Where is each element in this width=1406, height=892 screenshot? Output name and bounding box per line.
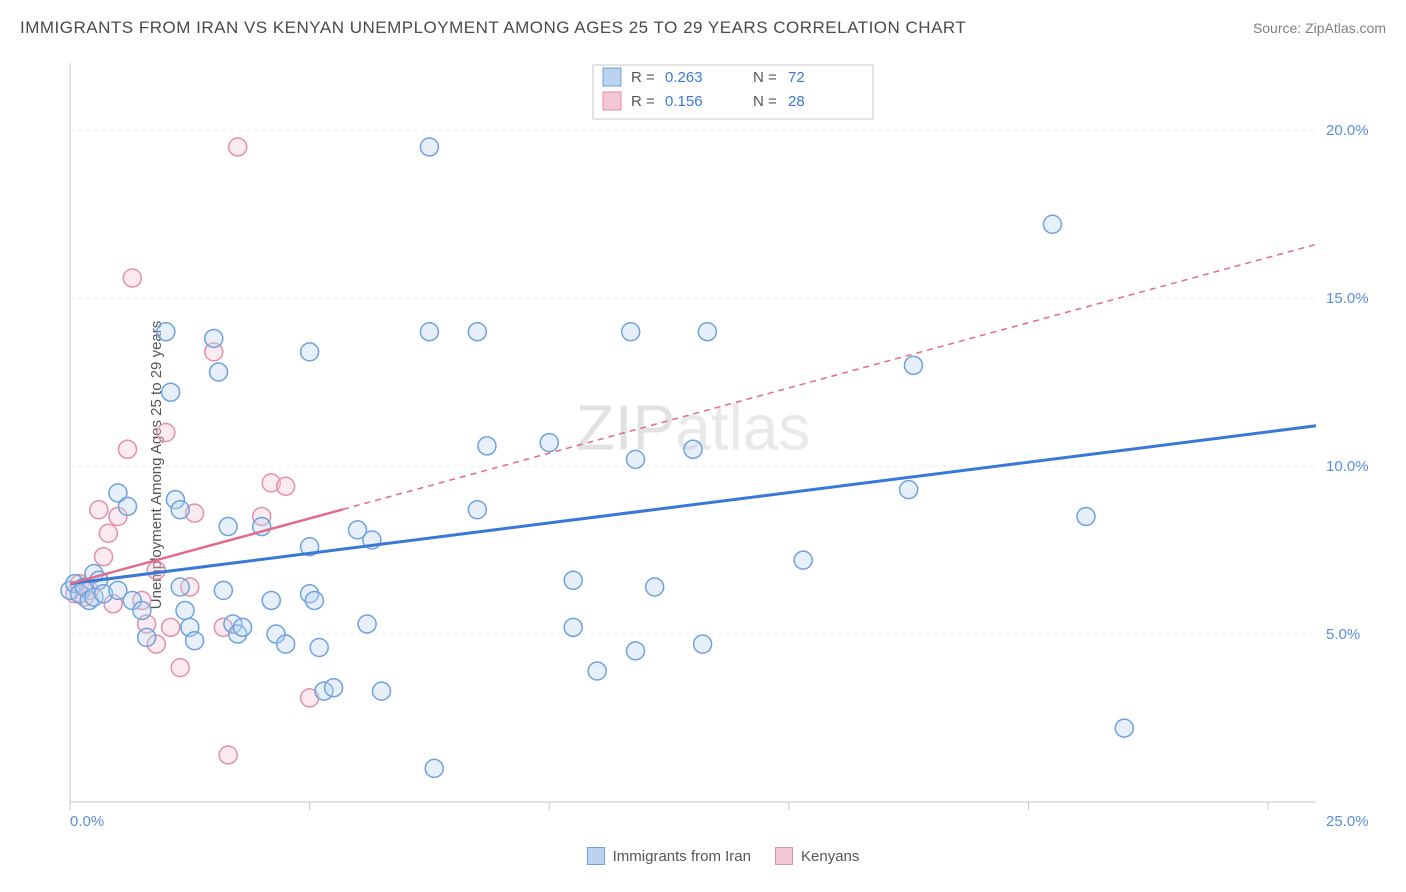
svg-text:0.0%: 0.0% bbox=[70, 813, 104, 830]
svg-text:5.0%: 5.0% bbox=[1326, 626, 1360, 643]
chart-area: Unemployment Among Ages 25 to 29 years 5… bbox=[20, 58, 1386, 872]
svg-text:0.156: 0.156 bbox=[665, 93, 703, 110]
svg-text:N =: N = bbox=[753, 69, 777, 86]
svg-text:10.0%: 10.0% bbox=[1326, 458, 1369, 475]
scatter-chart: 5.0%10.0%15.0%20.0%0.0%25.0%ZIPatlasR =0… bbox=[60, 58, 1386, 832]
svg-text:72: 72 bbox=[788, 69, 805, 86]
svg-text:20.0%: 20.0% bbox=[1326, 122, 1369, 139]
legend-swatch-kenyans bbox=[775, 847, 793, 865]
legend-label-kenyans: Kenyans bbox=[801, 848, 859, 865]
legend-item-kenyans: Kenyans bbox=[775, 847, 859, 865]
svg-text:R =: R = bbox=[631, 93, 655, 110]
legend-label-iran: Immigrants from Iran bbox=[613, 848, 751, 865]
header: IMMIGRANTS FROM IRAN VS KENYAN UNEMPLOYM… bbox=[20, 18, 1386, 38]
chart-title: IMMIGRANTS FROM IRAN VS KENYAN UNEMPLOYM… bbox=[20, 18, 966, 38]
svg-text:N =: N = bbox=[753, 93, 777, 110]
bottom-legend: Immigrants from Iran Kenyans bbox=[60, 840, 1386, 872]
svg-text:28: 28 bbox=[788, 93, 805, 110]
source-attribution: Source: ZipAtlas.com bbox=[1253, 20, 1386, 36]
svg-text:25.0%: 25.0% bbox=[1326, 813, 1369, 830]
source-label: Source: bbox=[1253, 20, 1301, 36]
svg-text:0.263: 0.263 bbox=[665, 69, 703, 86]
legend-swatch-iran bbox=[587, 847, 605, 865]
svg-text:15.0%: 15.0% bbox=[1326, 290, 1369, 307]
source-link[interactable]: ZipAtlas.com bbox=[1305, 20, 1386, 36]
svg-text:R =: R = bbox=[631, 69, 655, 86]
legend-item-iran: Immigrants from Iran bbox=[587, 847, 751, 865]
